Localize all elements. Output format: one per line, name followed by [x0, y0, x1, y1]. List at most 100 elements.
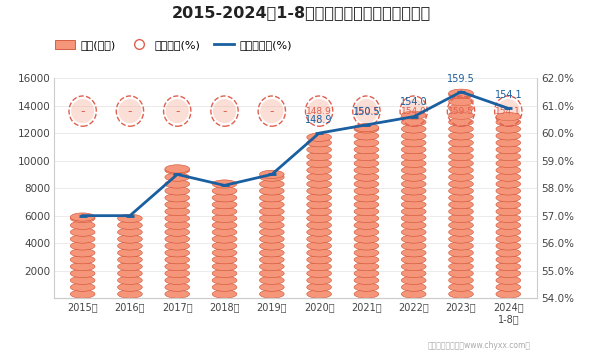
Ellipse shape — [354, 187, 379, 195]
Ellipse shape — [118, 262, 142, 271]
Ellipse shape — [118, 276, 142, 284]
Ellipse shape — [402, 221, 426, 229]
Ellipse shape — [449, 132, 473, 140]
Ellipse shape — [496, 152, 520, 160]
Ellipse shape — [212, 214, 237, 223]
Ellipse shape — [354, 152, 379, 160]
Ellipse shape — [496, 132, 520, 140]
Ellipse shape — [496, 228, 520, 236]
Ellipse shape — [354, 159, 379, 168]
Ellipse shape — [354, 269, 379, 278]
Ellipse shape — [402, 132, 426, 140]
Ellipse shape — [259, 180, 284, 188]
Ellipse shape — [165, 235, 189, 243]
Ellipse shape — [118, 269, 142, 278]
Ellipse shape — [449, 235, 473, 243]
Ellipse shape — [402, 125, 426, 133]
Ellipse shape — [71, 214, 95, 223]
Ellipse shape — [496, 159, 520, 168]
Ellipse shape — [307, 201, 332, 209]
Ellipse shape — [165, 166, 189, 174]
Ellipse shape — [212, 228, 237, 236]
Ellipse shape — [449, 180, 473, 188]
Ellipse shape — [496, 242, 520, 250]
Ellipse shape — [212, 256, 237, 264]
Ellipse shape — [402, 180, 426, 188]
Ellipse shape — [71, 269, 95, 278]
Ellipse shape — [165, 248, 189, 257]
Ellipse shape — [307, 180, 332, 188]
Ellipse shape — [402, 111, 426, 119]
Text: -: - — [223, 105, 227, 118]
Ellipse shape — [259, 228, 284, 236]
Ellipse shape — [496, 256, 520, 264]
Ellipse shape — [118, 221, 142, 229]
Ellipse shape — [213, 99, 236, 123]
Ellipse shape — [449, 111, 473, 119]
Ellipse shape — [449, 152, 473, 160]
Ellipse shape — [449, 262, 473, 271]
Ellipse shape — [212, 201, 237, 209]
Ellipse shape — [165, 207, 189, 215]
Ellipse shape — [212, 242, 237, 250]
Ellipse shape — [354, 166, 379, 174]
Ellipse shape — [402, 235, 426, 243]
Ellipse shape — [449, 242, 473, 250]
Ellipse shape — [71, 228, 95, 236]
Ellipse shape — [496, 173, 520, 181]
Ellipse shape — [449, 248, 473, 257]
Ellipse shape — [212, 187, 237, 195]
Ellipse shape — [307, 187, 332, 195]
Ellipse shape — [118, 214, 142, 223]
Ellipse shape — [449, 89, 473, 97]
Ellipse shape — [402, 214, 426, 223]
Ellipse shape — [449, 99, 473, 123]
Ellipse shape — [449, 256, 473, 264]
Ellipse shape — [496, 193, 520, 202]
Ellipse shape — [449, 207, 473, 215]
Ellipse shape — [449, 193, 473, 202]
Ellipse shape — [165, 165, 189, 173]
Ellipse shape — [307, 207, 332, 215]
Ellipse shape — [71, 276, 95, 284]
Ellipse shape — [212, 290, 237, 298]
Ellipse shape — [496, 221, 520, 229]
Ellipse shape — [307, 138, 332, 147]
Ellipse shape — [165, 173, 189, 181]
Ellipse shape — [449, 214, 473, 223]
Ellipse shape — [496, 138, 520, 147]
Text: 150.5: 150.5 — [353, 106, 379, 116]
Ellipse shape — [354, 207, 379, 215]
Text: 制图：智研咨询（www.chyxx.com）: 制图：智研咨询（www.chyxx.com） — [428, 341, 531, 350]
Text: 154.0: 154.0 — [401, 106, 426, 116]
Ellipse shape — [402, 193, 426, 202]
Ellipse shape — [307, 173, 332, 181]
Ellipse shape — [259, 207, 284, 215]
Ellipse shape — [259, 221, 284, 229]
Ellipse shape — [307, 193, 332, 202]
Ellipse shape — [307, 235, 332, 243]
Ellipse shape — [165, 193, 189, 202]
Ellipse shape — [307, 221, 332, 229]
Ellipse shape — [307, 283, 332, 291]
Ellipse shape — [354, 290, 379, 298]
Ellipse shape — [307, 290, 332, 298]
Ellipse shape — [212, 180, 237, 188]
Ellipse shape — [496, 125, 520, 133]
Ellipse shape — [354, 248, 379, 257]
Ellipse shape — [354, 242, 379, 250]
Ellipse shape — [402, 290, 426, 298]
Ellipse shape — [259, 256, 284, 264]
Ellipse shape — [497, 99, 520, 123]
Ellipse shape — [354, 173, 379, 181]
Ellipse shape — [496, 276, 520, 284]
Ellipse shape — [307, 152, 332, 160]
Ellipse shape — [354, 283, 379, 291]
Ellipse shape — [165, 187, 189, 195]
Ellipse shape — [402, 159, 426, 168]
Ellipse shape — [71, 221, 95, 229]
Ellipse shape — [354, 201, 379, 209]
Ellipse shape — [449, 138, 473, 147]
Ellipse shape — [71, 256, 95, 264]
Ellipse shape — [212, 262, 237, 271]
